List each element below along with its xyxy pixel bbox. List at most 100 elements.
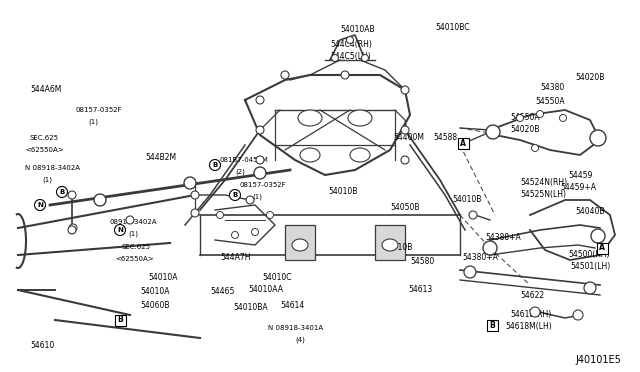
Text: 54550A: 54550A	[535, 97, 564, 106]
Circle shape	[184, 177, 196, 189]
Ellipse shape	[382, 239, 398, 251]
Bar	[458, 138, 468, 148]
Circle shape	[464, 266, 476, 278]
Bar	[115, 314, 125, 326]
Text: B: B	[489, 321, 495, 330]
Text: 544C4(RH): 544C4(RH)	[330, 41, 372, 49]
Circle shape	[68, 226, 76, 234]
Circle shape	[483, 241, 497, 255]
Circle shape	[56, 186, 67, 198]
Text: 54010B: 54010B	[383, 244, 412, 253]
Text: (1): (1)	[128, 231, 138, 237]
Text: 54388+A: 54388+A	[485, 234, 521, 243]
Text: 54010C: 54010C	[262, 273, 291, 282]
Circle shape	[246, 196, 254, 204]
Text: 54010B: 54010B	[452, 196, 481, 205]
Ellipse shape	[300, 148, 320, 162]
Circle shape	[252, 228, 259, 235]
Text: A: A	[460, 138, 466, 148]
Circle shape	[266, 212, 273, 218]
Text: 544B2M: 544B2M	[145, 154, 176, 163]
Text: 08918-3402A: 08918-3402A	[110, 219, 157, 225]
Circle shape	[94, 194, 106, 206]
Text: 54501(LH): 54501(LH)	[570, 263, 611, 272]
Ellipse shape	[348, 110, 372, 126]
Circle shape	[256, 126, 264, 134]
Text: 54010AB: 54010AB	[340, 26, 374, 35]
Circle shape	[516, 115, 524, 122]
Circle shape	[401, 156, 409, 164]
Text: 54050B: 54050B	[390, 203, 419, 212]
Text: SEC.625: SEC.625	[30, 135, 59, 141]
Text: N: N	[117, 227, 123, 233]
Circle shape	[232, 231, 239, 238]
Text: 54400M: 54400M	[393, 134, 424, 142]
Text: 54020B: 54020B	[575, 74, 604, 83]
Text: 544C5(LH): 544C5(LH)	[330, 52, 371, 61]
Circle shape	[584, 282, 596, 294]
Circle shape	[191, 191, 199, 199]
Circle shape	[69, 224, 77, 232]
Circle shape	[281, 71, 289, 79]
Circle shape	[591, 229, 605, 243]
Text: 54060B: 54060B	[140, 301, 170, 310]
Text: B: B	[212, 162, 218, 168]
Text: 54020B: 54020B	[510, 125, 540, 135]
Text: J40101E5: J40101E5	[575, 355, 621, 365]
Text: 54614: 54614	[280, 301, 304, 310]
Circle shape	[486, 125, 500, 139]
Circle shape	[536, 110, 543, 118]
Text: N 08918-3401A: N 08918-3401A	[268, 325, 323, 331]
Text: 54613: 54613	[408, 285, 432, 295]
Circle shape	[341, 71, 349, 79]
Circle shape	[256, 96, 264, 104]
Text: 54010B: 54010B	[328, 187, 357, 196]
Ellipse shape	[292, 239, 308, 251]
Text: 54010BA: 54010BA	[233, 304, 268, 312]
Circle shape	[530, 307, 540, 317]
Text: 54380+A: 54380+A	[462, 253, 498, 263]
Text: B: B	[232, 192, 237, 198]
Circle shape	[401, 126, 409, 134]
Text: 54459+A: 54459+A	[560, 183, 596, 192]
Text: 54580: 54580	[410, 257, 435, 266]
Circle shape	[590, 130, 606, 146]
Text: 54550A: 54550A	[510, 113, 540, 122]
Text: 54618M(LH): 54618M(LH)	[505, 323, 552, 331]
Text: 54010BC: 54010BC	[435, 23, 470, 32]
Text: 54525N(LH): 54525N(LH)	[520, 189, 566, 199]
Text: <62550A>: <62550A>	[25, 147, 63, 153]
Circle shape	[209, 160, 221, 170]
Text: N: N	[37, 202, 43, 208]
Circle shape	[68, 191, 76, 199]
Text: (1): (1)	[88, 119, 98, 125]
Text: 54380: 54380	[540, 83, 564, 93]
Text: 54010A: 54010A	[140, 288, 170, 296]
Text: (2): (2)	[235, 169, 245, 175]
Circle shape	[362, 55, 369, 61]
Bar	[375, 225, 405, 260]
Text: A: A	[599, 244, 605, 253]
Text: 54610: 54610	[30, 340, 54, 350]
Circle shape	[191, 209, 199, 217]
Text: N 08918-3402A: N 08918-3402A	[25, 165, 80, 171]
Circle shape	[230, 189, 241, 201]
Circle shape	[216, 212, 223, 218]
Text: <62550A>: <62550A>	[115, 256, 154, 262]
Circle shape	[256, 156, 264, 164]
Bar	[596, 243, 607, 253]
Circle shape	[126, 216, 134, 224]
Text: (4): (4)	[295, 337, 305, 343]
Text: 54500(RH): 54500(RH)	[568, 250, 609, 260]
Circle shape	[469, 211, 477, 219]
Text: 54040B: 54040B	[575, 208, 605, 217]
Ellipse shape	[350, 148, 370, 162]
Text: 08157-0352F: 08157-0352F	[75, 107, 122, 113]
Text: 54524N(RH): 54524N(RH)	[520, 177, 567, 186]
Text: (1): (1)	[252, 194, 262, 200]
Text: B: B	[117, 315, 123, 324]
Text: 544A6M: 544A6M	[30, 86, 61, 94]
Text: 54465: 54465	[210, 288, 234, 296]
Ellipse shape	[298, 110, 322, 126]
Circle shape	[559, 115, 566, 122]
